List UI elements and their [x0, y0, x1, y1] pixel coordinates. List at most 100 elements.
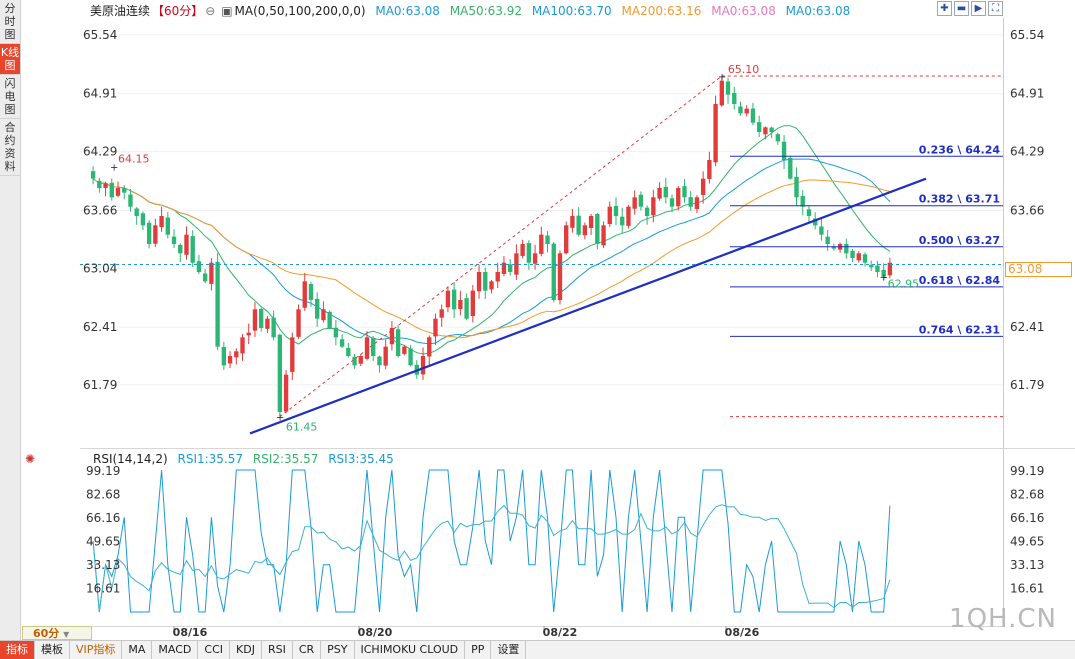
- left-sidebar: 分时图 K线图 闪电图 合约资料: [0, 0, 21, 640]
- candle-body: [676, 188, 681, 207]
- candle-body: [483, 271, 488, 291]
- watermark: 1QH.CN: [949, 604, 1057, 634]
- candle-body: [277, 334, 283, 412]
- candle-body: [520, 244, 525, 256]
- rsi-tick-left: 82.68: [86, 488, 120, 502]
- rsi-tick-left: 16.61: [86, 581, 120, 595]
- tab-pp[interactable]: PP: [465, 641, 492, 659]
- candle-body: [887, 262, 893, 276]
- left-high-marker: +: [110, 163, 118, 174]
- candle-body: [725, 81, 731, 95]
- tab-template[interactable]: 模板: [35, 641, 70, 659]
- candle-body: [663, 186, 668, 198]
- candle-body: [632, 197, 637, 209]
- price-tick-right: 61.79: [1010, 378, 1044, 392]
- fullscreen-icon[interactable]: ⛶: [988, 1, 1003, 16]
- candle-body: [427, 337, 432, 357]
- candle-body: [831, 246, 837, 249]
- tab-cr[interactable]: CR: [293, 641, 322, 659]
- candle-body: [700, 178, 706, 195]
- rsi-tick-left: 99.19: [86, 464, 120, 478]
- rsi-tick-left: 49.65: [86, 534, 120, 548]
- candle-body: [582, 225, 588, 236]
- candle-body: [103, 183, 108, 188]
- price-tick-left: 64.29: [83, 145, 117, 159]
- price-tick-right: 63.66: [1010, 203, 1044, 217]
- candle-body: [420, 356, 426, 375]
- ma-item-3: MA200:63.16: [621, 4, 702, 18]
- tab-indicators[interactable]: 指标: [0, 641, 35, 659]
- candle-body: [321, 309, 326, 321]
- step-forward-icon[interactable]: ▶: [971, 1, 986, 16]
- tab-psy[interactable]: PSY: [321, 641, 355, 659]
- candle-body: [694, 197, 700, 209]
- candle-body: [806, 209, 812, 216]
- sidebar-item-timeshare[interactable]: 分时图: [0, 0, 20, 44]
- candle-body: [794, 176, 799, 198]
- candle-body: [395, 329, 401, 356]
- candle-body: [657, 188, 662, 199]
- candle-body: [756, 122, 762, 132]
- period-label[interactable]: 【60分】: [152, 4, 204, 18]
- candle-body: [389, 328, 395, 345]
- candle-body: [134, 208, 139, 216]
- candle-body: [364, 337, 370, 359]
- rsi-tick-right: 49.65: [1010, 534, 1044, 548]
- candlestick-chart[interactable]: 0.236 \ 64.24 0.382 \ 63.71 0.500 \ 63.27 0…: [0, 0, 1075, 640]
- price-annotation: 65.10: [728, 63, 760, 76]
- ma100-line: [92, 158, 891, 345]
- candle-body: [290, 337, 295, 372]
- price-tick-left: 63.66: [83, 203, 117, 217]
- sidebar-item-contract[interactable]: 合约资料: [0, 119, 20, 176]
- candle-body: [408, 348, 413, 366]
- candle-body: [246, 332, 251, 336]
- candle-body: [358, 356, 363, 364]
- candle-body: [738, 106, 743, 114]
- high-marker: +: [718, 72, 726, 83]
- candle-body: [775, 134, 781, 142]
- candle-body: [227, 356, 233, 364]
- tab-ichimoku-cloud[interactable]: ICHIMOKU CLOUD: [355, 641, 466, 659]
- candle-body: [221, 347, 227, 366]
- sidebar-item-kline[interactable]: K线图: [0, 44, 20, 75]
- candle-body: [682, 186, 687, 198]
- tab-ma[interactable]: MA: [122, 641, 153, 659]
- sidebar-item-flash[interactable]: 闪电图: [0, 75, 20, 119]
- candle-body: [215, 261, 220, 347]
- tab-vip-indicators[interactable]: VIP指标: [70, 641, 123, 659]
- x-axis-label: 08/22: [543, 626, 578, 639]
- candle-body: [240, 337, 245, 354]
- tab-macd[interactable]: MACD: [152, 641, 199, 659]
- minus-icon[interactable]: ▬: [954, 1, 969, 16]
- tab-settings[interactable]: 设置: [491, 641, 527, 659]
- ma-item-5: MA0:63.08: [785, 4, 851, 18]
- plus-icon[interactable]: ✚: [937, 1, 952, 16]
- candle-body: [153, 225, 158, 244]
- zoom-icon[interactable]: ⊖: [205, 4, 216, 18]
- ma-label: MA(0,50,100,200,0,0): [234, 4, 366, 18]
- fib-level-label: 0.236 \ 64.24: [919, 143, 1001, 156]
- sidebar-item-label: 闪电图: [4, 77, 16, 116]
- indicator-tabs: 指标 模板 VIP指标 MA MACD CCI KDJ RSI CR PSY I…: [0, 640, 1075, 659]
- period-selector[interactable]: 60分 ▼: [22, 626, 92, 640]
- ma-item-1: MA50:63.92: [449, 4, 522, 18]
- candle-body: [576, 215, 581, 235]
- candle-body: [97, 180, 102, 188]
- tab-rsi[interactable]: RSI: [262, 641, 293, 659]
- price-annotation: 62.95: [888, 278, 920, 291]
- candle-body: [595, 214, 600, 244]
- candle-body: [296, 309, 301, 337]
- rsi-tick-right: 33.13: [1010, 558, 1044, 572]
- trendline: [249, 177, 927, 435]
- ma-settings-icon[interactable]: ▣: [221, 4, 233, 18]
- ma200-line: [92, 178, 891, 339]
- tab-cci[interactable]: CCI: [198, 641, 231, 659]
- candle-body: [140, 213, 146, 226]
- low-marker: +: [276, 413, 284, 424]
- rsi-tick-right: 66.16: [1010, 511, 1044, 525]
- gear-icon[interactable]: ✺: [24, 452, 36, 466]
- price-tick-left: 64.91: [83, 87, 117, 101]
- tab-kdj[interactable]: KDJ: [230, 641, 262, 659]
- candle-body: [327, 311, 332, 328]
- candle-body: [196, 261, 202, 272]
